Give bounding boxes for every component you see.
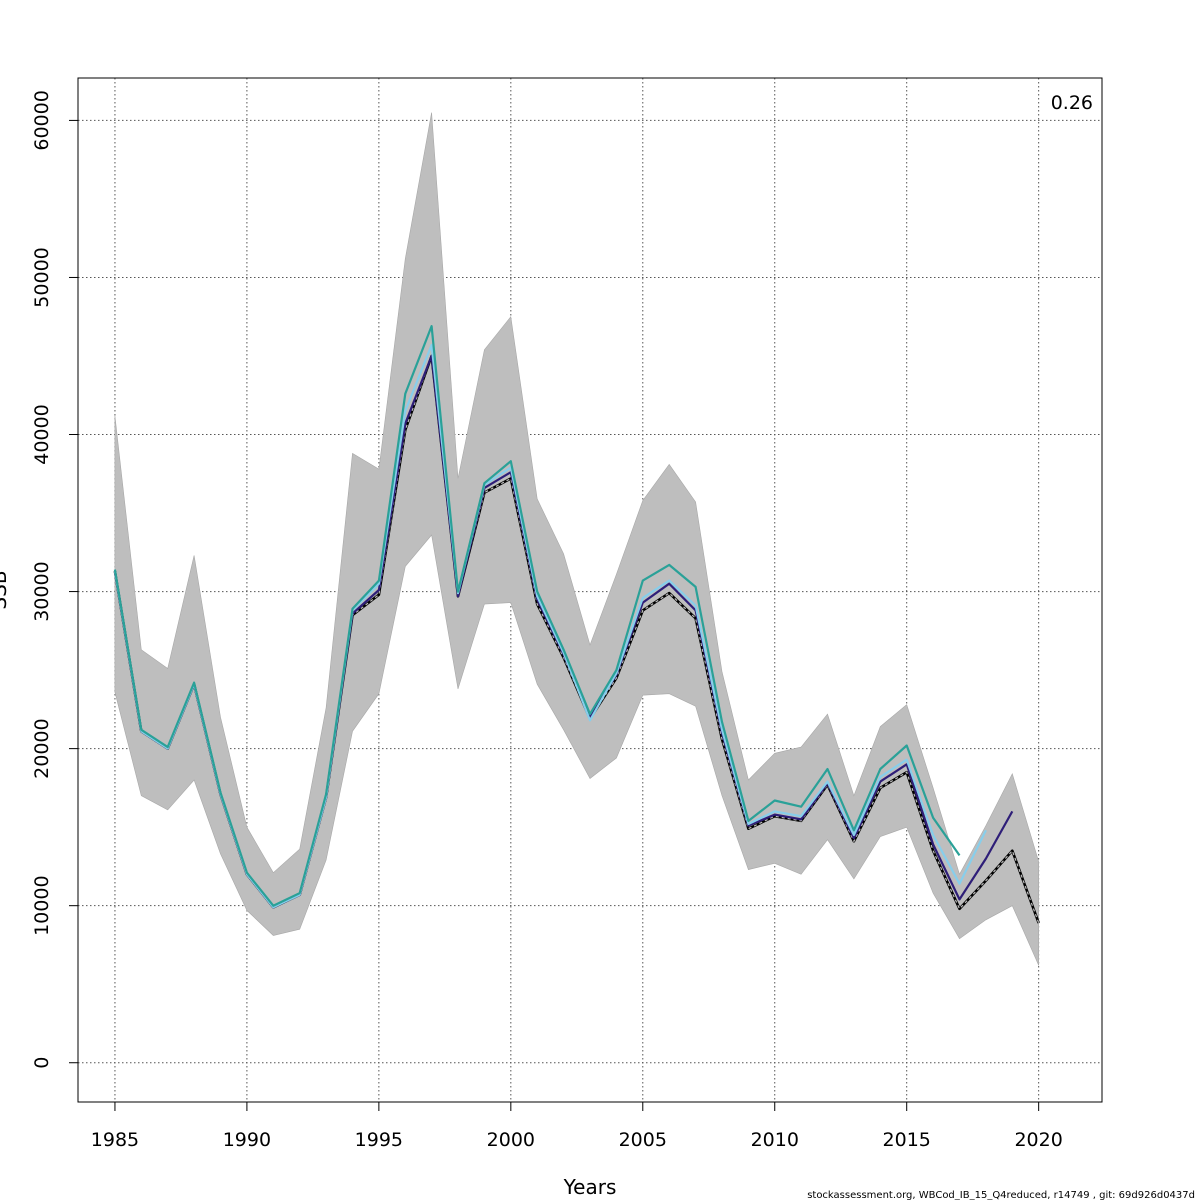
y-axis: 0 10000 20000 30000 40000 50000 60000 <box>31 90 78 1069</box>
series-layer <box>113 325 1040 924</box>
confidence-band-layer <box>114 112 1039 966</box>
x-tick-label: 2015 <box>883 1129 931 1151</box>
corner-label: 0.26 <box>1051 92 1093 114</box>
x-tick-label: 2000 <box>487 1129 535 1151</box>
x-tick-label: 1985 <box>91 1129 139 1151</box>
y-tick-label: 50000 <box>31 247 53 307</box>
y-tick-label: 10000 <box>31 875 53 935</box>
x-tick-label: 1995 <box>355 1129 403 1151</box>
series-line-peel-3 <box>113 325 961 907</box>
y-axis-title: SSB <box>0 570 11 609</box>
x-tick-label: 2020 <box>1014 1129 1062 1151</box>
x-tick-label: 1990 <box>223 1129 271 1151</box>
y-tick-label: 60000 <box>31 90 53 150</box>
x-tick-label: 2005 <box>619 1129 667 1151</box>
confidence-band <box>114 112 1039 966</box>
y-tick-label: 40000 <box>31 404 53 464</box>
x-axis: 1985 1990 1995 2000 2005 2010 2015 2020 <box>91 1102 1063 1151</box>
x-tick-label: 2010 <box>751 1129 799 1151</box>
x-axis-title: Years <box>563 1175 617 1199</box>
footer-note: stockassessment.org, WBCod_IB_15_Q4reduc… <box>807 1190 1195 1200</box>
y-tick-label: 0 <box>31 1057 53 1069</box>
y-tick-label: 20000 <box>31 718 53 778</box>
grid <box>78 78 1102 1102</box>
y-tick-label: 30000 <box>31 561 53 621</box>
plot-frame <box>77 77 1103 1103</box>
